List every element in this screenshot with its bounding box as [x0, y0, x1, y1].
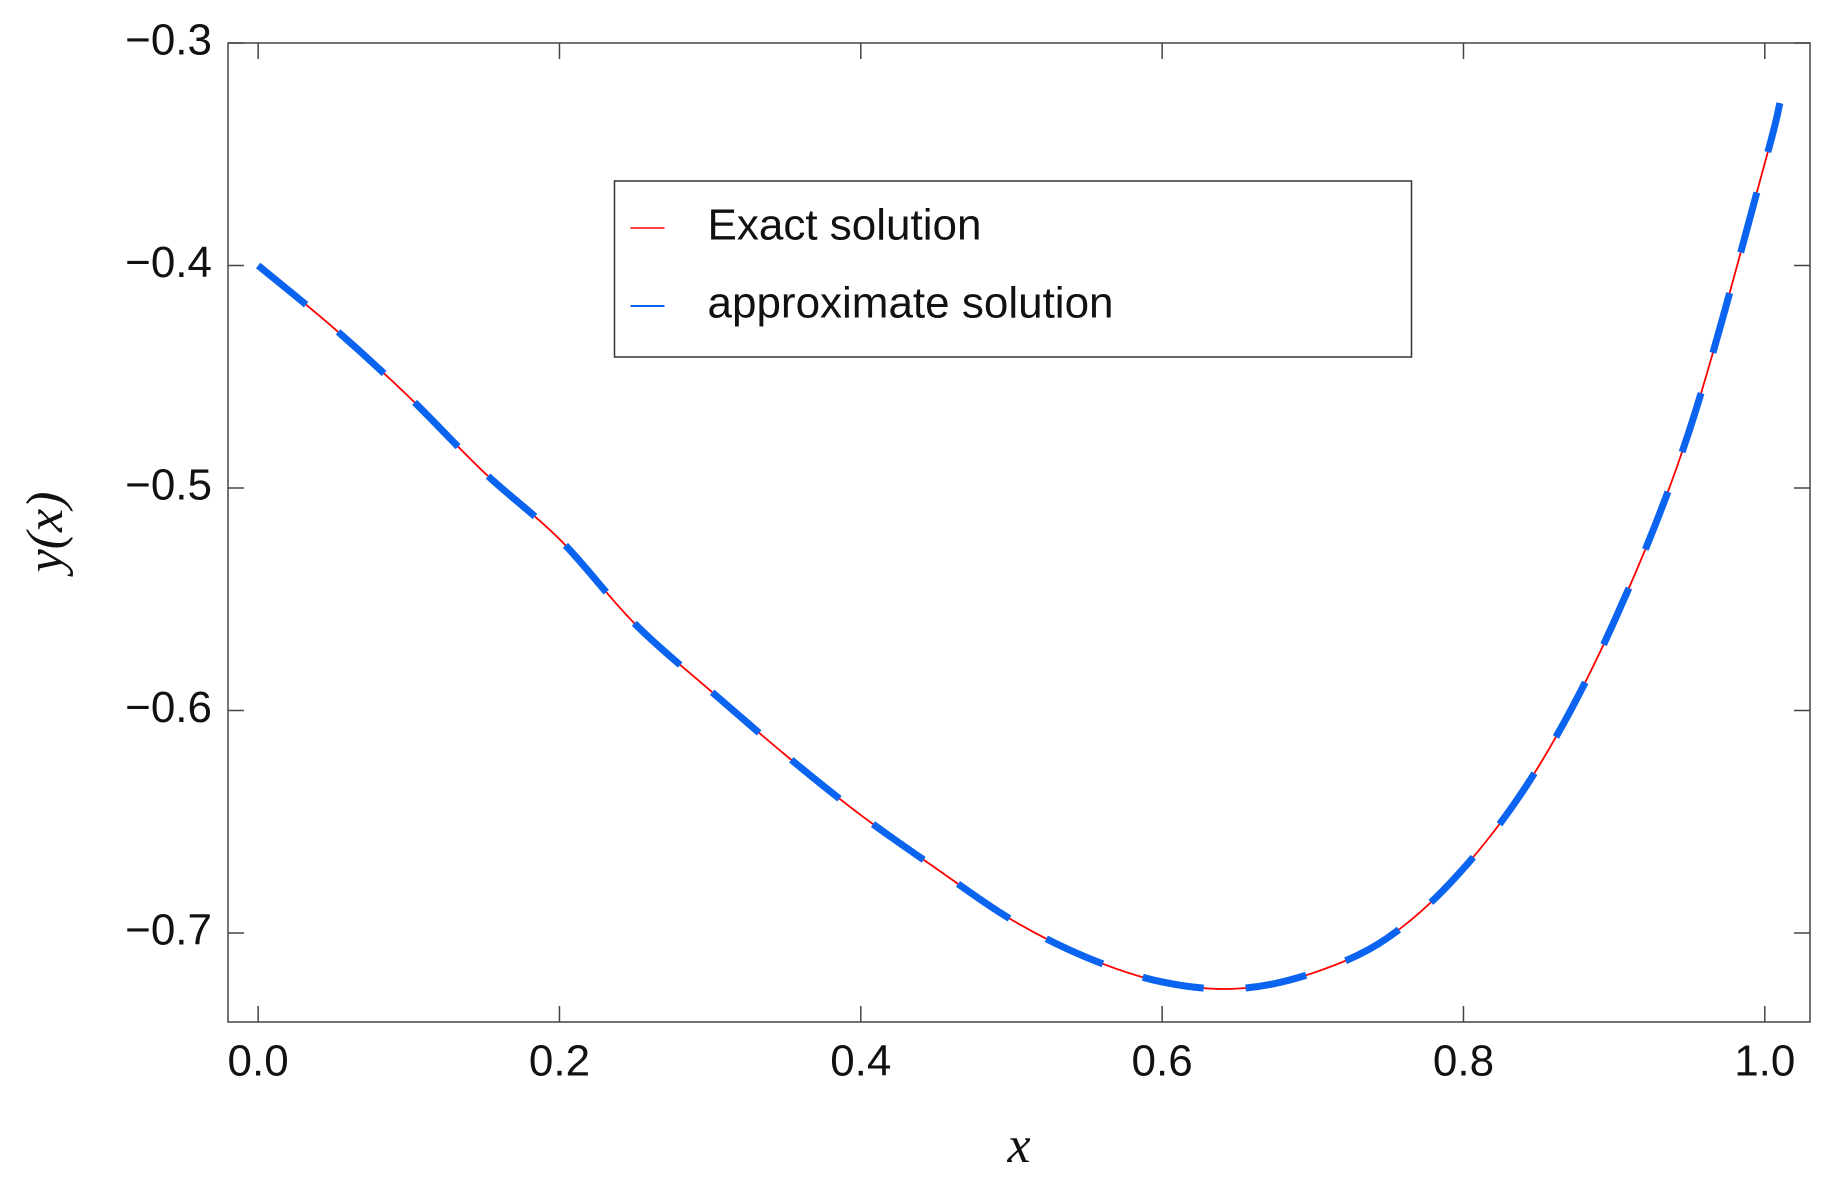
- x-tick-label: 0.8: [1433, 1037, 1494, 1086]
- plot-frame: [227, 42, 1811, 1023]
- y-tick-label: −0.7: [125, 906, 212, 955]
- legend-box: [613, 180, 1413, 358]
- y-tick-label: −0.4: [125, 238, 212, 287]
- legend-label: approximate solution: [708, 279, 1114, 328]
- x-axis-label: x: [1006, 1117, 1030, 1174]
- y-axis-label: y(x): [17, 492, 74, 578]
- legend-label: Exact solution: [708, 201, 982, 250]
- series-line: [255, 102, 1784, 993]
- x-tick-label: 0.0: [228, 1037, 289, 1086]
- y-tick-label: −0.3: [125, 16, 212, 65]
- x-tick-label: 0.4: [830, 1037, 891, 1086]
- x-tick-label: 1.0: [1734, 1037, 1795, 1086]
- x-tick-label: 0.6: [1132, 1037, 1193, 1086]
- x-tick-label: 0.2: [529, 1037, 590, 1086]
- y-tick-label: −0.5: [125, 461, 212, 510]
- y-tick-label: −0.6: [125, 683, 212, 732]
